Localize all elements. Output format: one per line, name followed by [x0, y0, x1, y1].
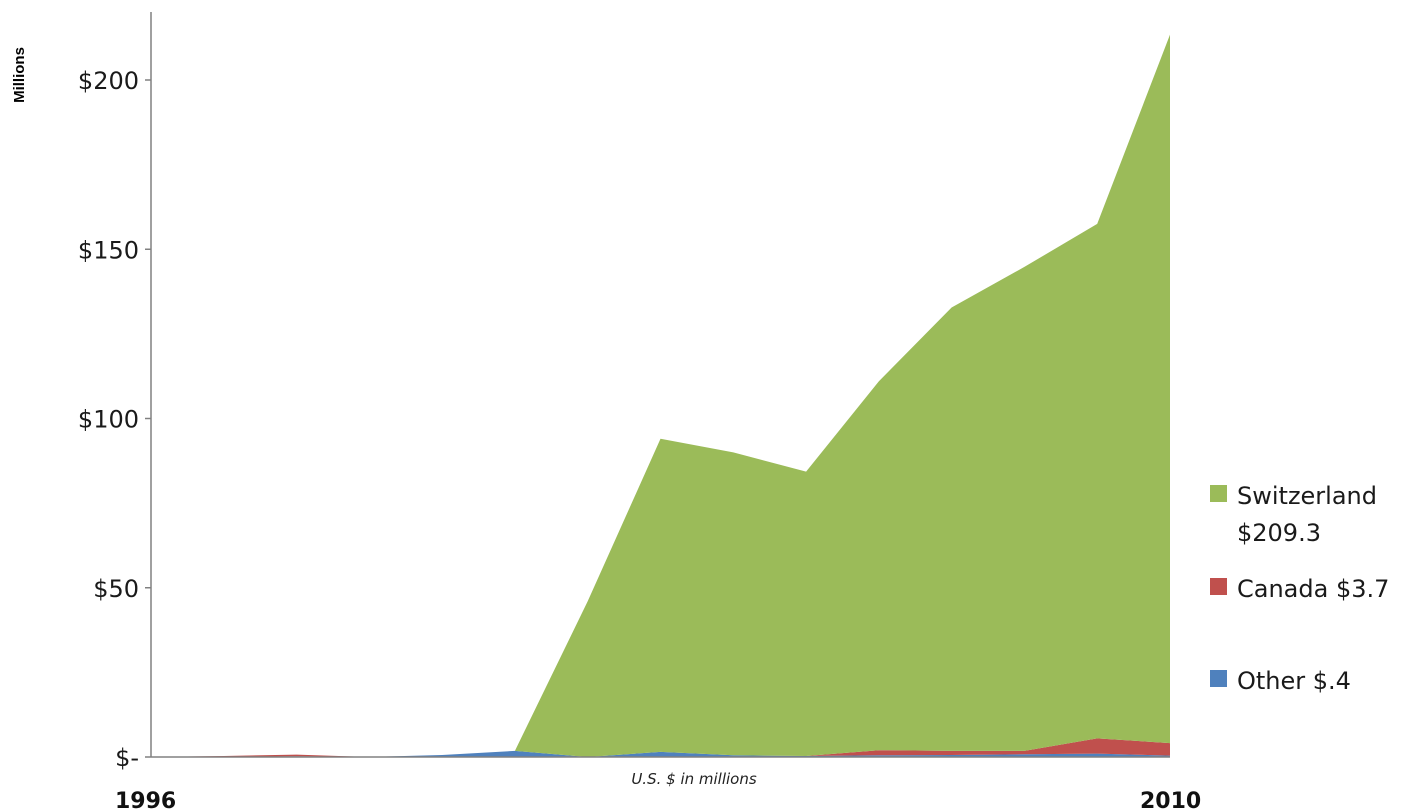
area-canada — [151, 738, 1170, 757]
legend-label-canada: Canada $3.7 — [1237, 575, 1389, 603]
area-other — [151, 750, 1170, 757]
y-tick-label: $100 — [78, 406, 139, 434]
legend-swatch-switzerland — [1210, 485, 1227, 502]
axis-note: U.S. $ in millions — [631, 770, 757, 788]
y-axis-label: Millions — [11, 47, 28, 103]
area-series-group — [151, 34, 1170, 758]
y-tick-label: $50 — [93, 575, 139, 603]
legend-label-other: Other $.4 — [1237, 667, 1351, 695]
y-tick-label: $200 — [78, 67, 139, 95]
x-last-label: 2010 — [1140, 789, 1201, 811]
x-first-label: 1996 — [115, 789, 176, 811]
legend-label-switzerland: $209.3 — [1237, 519, 1321, 547]
legend-swatch-other — [1210, 670, 1227, 687]
legend-label-switzerland: Switzerland — [1237, 482, 1377, 510]
y-tick-group: $- $50 $100 $150 $200 — [78, 67, 151, 772]
legend-swatch-canada — [1210, 578, 1227, 595]
y-tick-label: $150 — [78, 236, 139, 264]
y-tick-label: $- — [115, 744, 139, 772]
legend: Switzerland $209.3 Canada $3.7 Other $.4 — [1210, 482, 1389, 695]
area-switzerland — [151, 34, 1170, 758]
